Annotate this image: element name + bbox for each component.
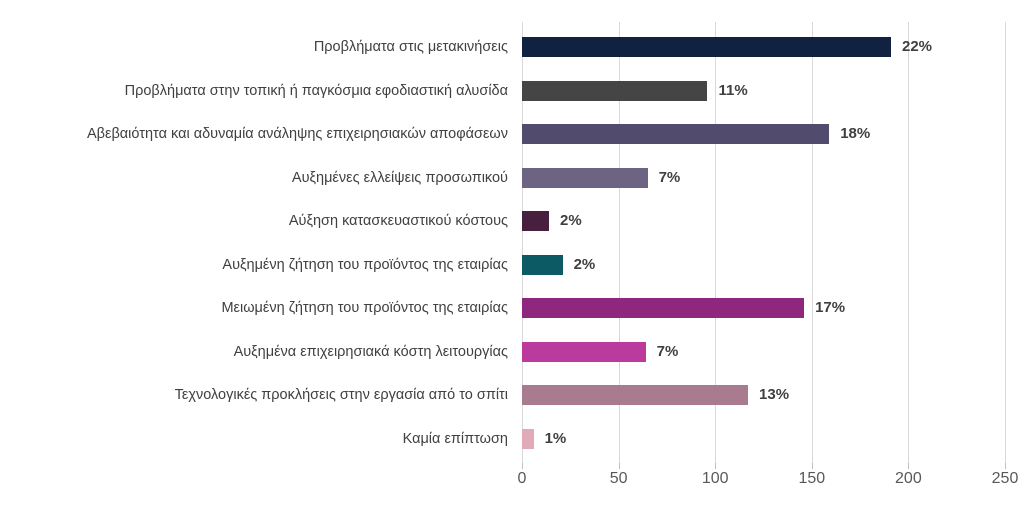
- value-label: 17%: [815, 299, 846, 317]
- bar: [522, 298, 805, 319]
- x-tick-label-50: 50: [609, 470, 628, 487]
- value-label: 11%: [718, 81, 748, 99]
- bar: [522, 429, 534, 450]
- x-tick-label-0: 0: [517, 470, 527, 487]
- x-tick-label-150: 150: [798, 470, 826, 487]
- category-label: Αύξηση κατασκευαστικού κόστους: [288, 213, 508, 230]
- bar: [522, 124, 830, 145]
- x-tick-mark-0: [522, 463, 523, 469]
- category-label: Αυξημένα επιχειρησιακά κόστη λειτουργίας: [233, 343, 508, 360]
- gridline-x-100: [715, 22, 717, 463]
- gridline-x-200: [908, 22, 910, 463]
- gridline-x-0: [522, 22, 523, 463]
- category-label: Αυξημένες ελλείψεις προσωπικού: [291, 169, 508, 186]
- category-label: Καμία επίπτωση: [402, 431, 508, 448]
- bar: [522, 211, 550, 232]
- x-tick-mark-50: [618, 463, 620, 469]
- value-label: 2%: [560, 212, 582, 230]
- value-label: 1%: [544, 430, 567, 448]
- x-tick-label-200: 200: [895, 470, 922, 487]
- value-label: 7%: [658, 168, 681, 186]
- category-label: Αβεβαιότητα και αδυναμία ανάληψης επιχει…: [86, 126, 508, 143]
- gridline-x-50: [618, 22, 620, 463]
- gridline-x-250: [1005, 22, 1006, 463]
- category-label: Προβλήματα στην τοπική ή παγκόσμια εφοδι…: [124, 82, 508, 99]
- category-label: Τεχνολογικές προκλήσεις στην εργασία από…: [174, 387, 508, 404]
- category-label: Προβλήματα στις μετακινήσεις: [313, 39, 508, 55]
- bar: [522, 167, 648, 188]
- bar: [522, 80, 708, 101]
- category-label: Αυξημένη ζήτηση του προϊόντος της εταιρί…: [222, 256, 508, 273]
- value-label: 18%: [840, 125, 871, 143]
- bar: [522, 341, 646, 362]
- plot-area: 0 50 100 150 200 250: [518, 22, 1018, 487]
- x-tick-label-100: 100: [701, 470, 729, 487]
- x-tick-mark-150: [811, 463, 813, 469]
- x-tick-mark-200: [908, 463, 910, 469]
- value-label: 2%: [573, 255, 596, 273]
- x-tick-mark-250: [1005, 463, 1006, 469]
- bar: [522, 254, 563, 275]
- bar: [522, 385, 749, 406]
- x-tick-mark-100: [715, 463, 717, 469]
- gridline-x-150: [811, 22, 813, 463]
- value-label: 22%: [902, 38, 933, 55]
- value-label: 7%: [656, 342, 679, 360]
- bar: [522, 37, 891, 57]
- x-tick-label-250: 250: [991, 470, 1019, 487]
- category-label: Μειωμένη ζήτηση του προϊόντος της εταιρί…: [221, 300, 508, 317]
- value-label: 13%: [759, 386, 790, 404]
